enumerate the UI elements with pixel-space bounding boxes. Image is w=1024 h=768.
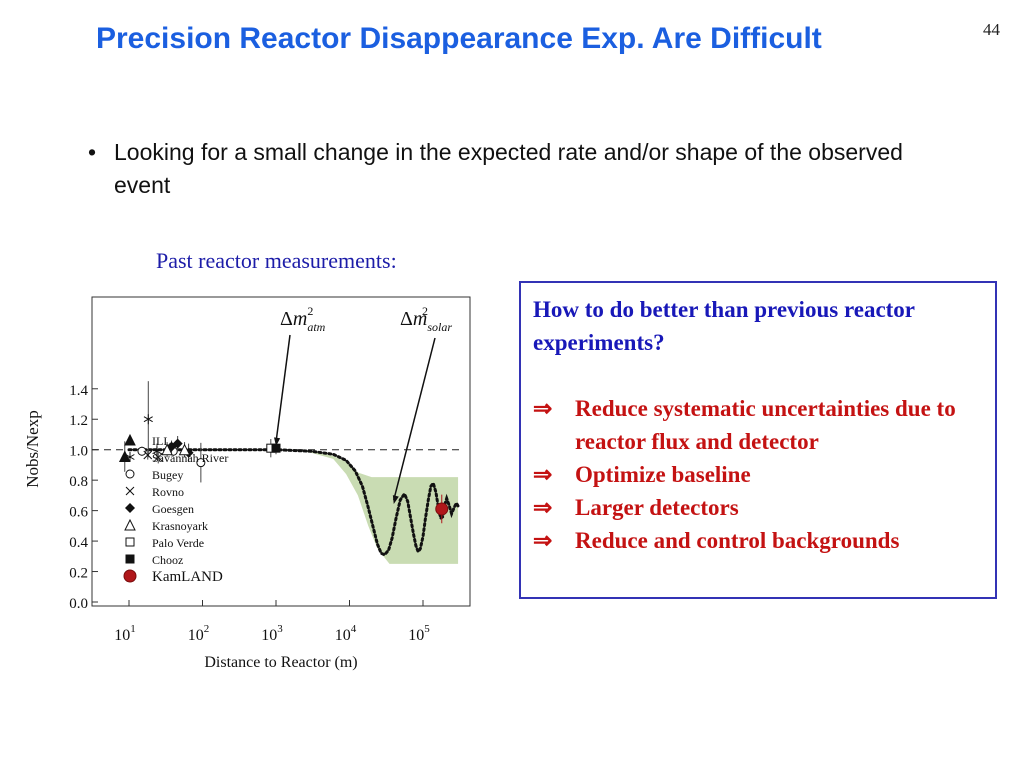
solar-band	[288, 449, 459, 564]
callout-item: ⇒ Optimize baseline	[533, 458, 985, 491]
chart: 0.0 0.2 0.4 0.6 0.8 1.0 1.2 1.4 101 102 103 104 105 D…	[23, 296, 471, 671]
callout-item: ⇒ Larger detectors	[533, 491, 985, 524]
legend-label: ILL	[152, 434, 171, 448]
legend-marker	[125, 452, 135, 462]
dm-solar-arrow	[393, 337, 436, 501]
dm-atm-arrowhead	[274, 437, 281, 447]
x-stroke	[125, 486, 135, 496]
asterisk-stroke	[125, 454, 135, 460]
callout-item-text: Optimize baseline	[575, 462, 751, 487]
bullet-text: Looking for a small change in the expect…	[114, 139, 903, 198]
callout-box: How to do better than previous reactor e…	[519, 281, 997, 599]
y-axis-label: Nobs/Nexp	[23, 410, 42, 487]
y-tick-label: 0.8	[69, 474, 88, 490]
bullet-list: • Looking for a small change in the expe…	[88, 136, 948, 202]
callout-list: ⇒ Reduce systematic uncertainties due to…	[533, 392, 985, 557]
x-tick-label: 103	[261, 623, 283, 644]
asterisk-stroke	[152, 448, 162, 455]
legend-marker	[125, 554, 135, 564]
slide-title: Precision Reactor Disappearance Exp. Are…	[96, 22, 822, 55]
implies-arrow-icon: ⇒	[533, 462, 553, 487]
y-tick-label: 0.4	[69, 535, 88, 551]
x-stroke	[153, 452, 163, 462]
dm-atm-label: Δmatm2	[280, 304, 326, 334]
callout-item: ⇒ Reduce systematic uncertainties due to…	[533, 392, 985, 458]
data-point	[172, 438, 183, 449]
slide-number: 44	[983, 20, 1000, 39]
implies-arrow-icon: ⇒	[533, 528, 553, 553]
legend-marker	[125, 469, 135, 479]
x-tick-label: 102	[188, 623, 210, 644]
legend-marker	[125, 503, 135, 513]
legend-label: Rovno	[152, 485, 184, 499]
callout-heading: How to do better than previous reactor e…	[533, 297, 915, 355]
callout-item-text: Reduce systematic uncertainties due to r…	[575, 396, 956, 454]
callout-item: ⇒ Reduce and control backgrounds	[533, 524, 985, 557]
y-tick-label: 0.2	[69, 566, 88, 582]
data-point	[152, 446, 162, 457]
implies-arrow-icon: ⇒	[533, 495, 553, 520]
plot-frame	[91, 296, 471, 607]
legend-marker	[124, 518, 136, 531]
y-tick-label: 1.2	[69, 413, 88, 429]
data-point	[137, 446, 147, 456]
implies-arrow-icon: ⇒	[533, 396, 553, 421]
callout-item-text: Larger detectors	[575, 495, 739, 520]
legend-label: Savannah River	[152, 451, 228, 465]
legend-label: Bugey	[152, 468, 183, 482]
data-point	[435, 502, 449, 516]
data-point	[161, 443, 173, 456]
data-point	[143, 414, 153, 425]
callout-item-text: Reduce and control backgrounds	[575, 528, 900, 553]
x-tick-label: 101	[114, 623, 136, 644]
bullet-dot-icon: •	[88, 139, 97, 165]
dm-solar-label: Δmsolar2	[400, 304, 452, 334]
bullet-item: • Looking for a small change in the expe…	[88, 136, 948, 202]
legend-marker	[123, 569, 137, 583]
data-point	[153, 452, 163, 462]
legend-label: KamLAND	[152, 569, 223, 585]
legend-label: Palo Verde	[152, 536, 204, 550]
y-tick-label: 0.6	[69, 505, 88, 521]
data-point	[143, 450, 153, 460]
x-tick-label: 104	[335, 623, 357, 644]
y-tick-label: 1.0	[69, 444, 88, 460]
y-tick-label: 0.0	[69, 596, 88, 612]
legend-marker	[124, 433, 136, 446]
y-tick-label: 1.4	[69, 383, 88, 399]
dm-solar-arrowhead	[392, 495, 399, 505]
legend-marker	[125, 537, 135, 547]
chart-caption: Past reactor measurements:	[156, 248, 397, 273]
dm-atm-arrow	[275, 334, 291, 443]
x-axis-label: Distance to Reactor (m)	[204, 654, 357, 671]
data-point	[196, 458, 206, 468]
legend-label: Goesgen	[152, 502, 194, 516]
legend-label: Chooz	[152, 553, 183, 567]
data-point	[178, 443, 191, 456]
legend-marker	[125, 486, 135, 496]
asterisk-stroke	[143, 416, 153, 423]
x-stroke	[143, 450, 153, 460]
x-tick-label: 105	[408, 623, 430, 644]
legend-label: Krasnoyark	[152, 519, 208, 533]
